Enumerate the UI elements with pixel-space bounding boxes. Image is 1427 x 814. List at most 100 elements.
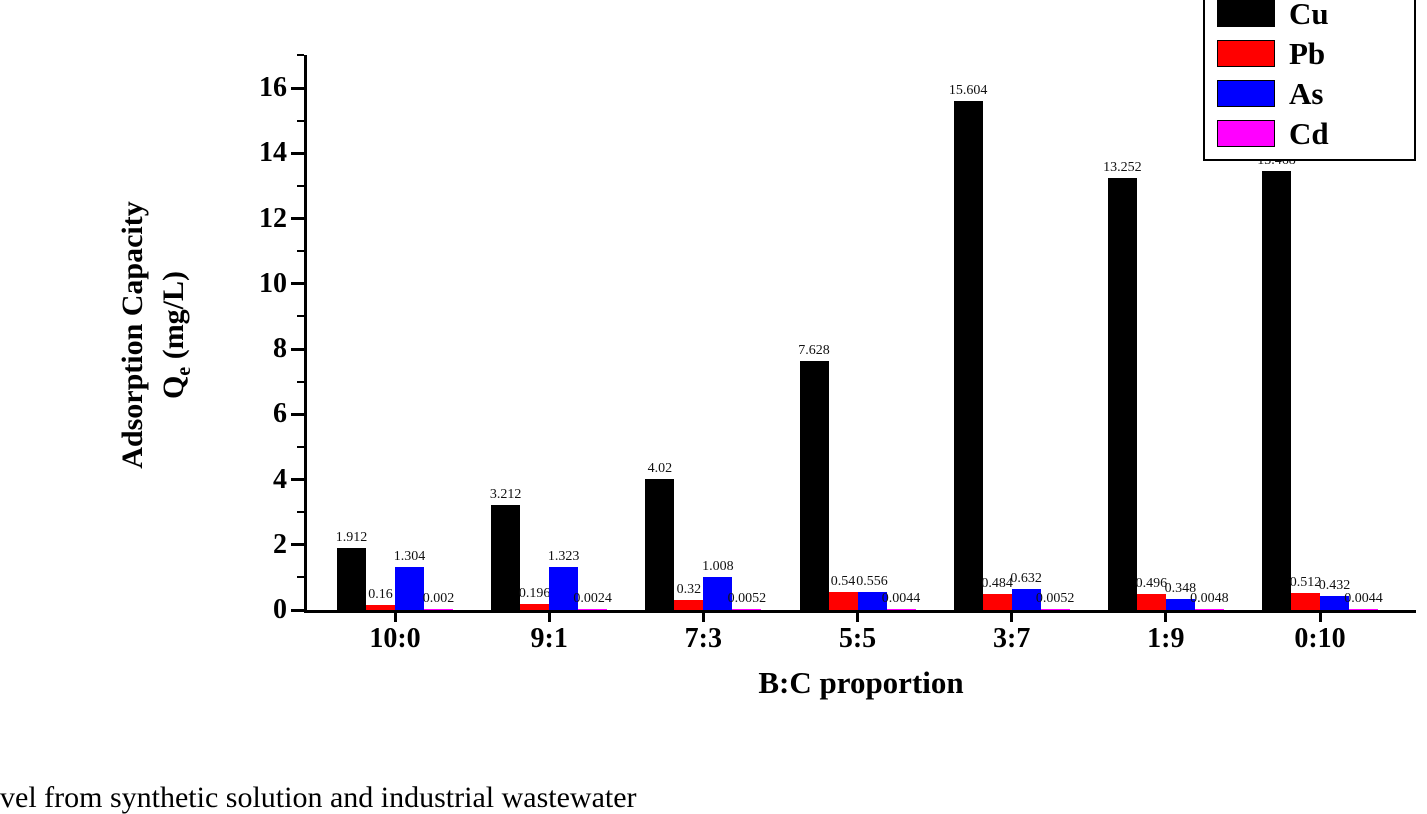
legend-item-pb: Pb (1217, 38, 1402, 69)
bar-pb-3:7 (982, 594, 1012, 610)
bar-value-label: 0.0052 (1035, 591, 1075, 606)
y-tick-major (291, 151, 304, 155)
bar-value-label: 0.632 (1010, 571, 1042, 587)
bar-as-9:1 (549, 566, 579, 610)
x-tick (547, 613, 551, 622)
cd-swatch-icon (1217, 120, 1275, 147)
as-swatch-icon (1217, 80, 1275, 107)
legend-label-as: As (1289, 76, 1324, 111)
bar-pb-1:9 (1136, 593, 1166, 610)
bar-value-label: 1.323 (547, 548, 580, 564)
bar-as-3:7 (1011, 589, 1041, 610)
x-tick-label: 10:0 (369, 623, 421, 654)
bar-value-label: 0.32 (676, 581, 702, 597)
legend-label-cu: Cu (1289, 0, 1329, 31)
bar-as-5:5 (857, 591, 887, 610)
bar-value-label: 0.556 (856, 573, 888, 589)
y-tick-major (291, 608, 304, 612)
bar-cd-9:1 (578, 609, 608, 610)
bar-pb-5:5 (828, 592, 858, 610)
legend-item-as: As (1217, 78, 1402, 109)
bar-value-label: 3.212 (489, 487, 522, 503)
bar-cu-0:10 (1262, 170, 1292, 610)
bar-value-label: 0.0052 (727, 591, 767, 606)
x-tick (856, 613, 859, 622)
bar-cu-10:0 (337, 547, 366, 610)
y-tick-major (291, 478, 304, 481)
y-axis-units: (mg/L) (156, 270, 190, 367)
pb-swatch-icon (1217, 40, 1275, 67)
bar-value-label: 15.604 (948, 82, 988, 98)
bar-cd-7:3 (732, 609, 762, 610)
y-tick-minor (297, 250, 304, 253)
y-tick-major (291, 412, 304, 416)
y-tick-major (291, 543, 304, 547)
bar-cd-1:9 (1194, 609, 1224, 610)
y-axis-title-line1: Adsorption Capacity (115, 201, 149, 469)
legend-label-cd: Cd (1289, 116, 1329, 151)
y-axis-symbol: Q (156, 375, 190, 400)
legend-item-cd: Cd (1217, 118, 1402, 149)
legend-label-pb: Pb (1289, 36, 1326, 71)
caption: vel from synthetic solution and industri… (0, 781, 637, 814)
bar-value-label: 7.628 (798, 343, 830, 359)
y-tick-label: 8 (273, 333, 287, 364)
bar-cd-5:5 (886, 609, 916, 610)
bar-pb-0:10 (1291, 593, 1321, 610)
y-tick-minor (297, 184, 304, 187)
x-axis-title: B:C proportion (758, 665, 964, 700)
x-tick-label: 7:3 (684, 623, 722, 654)
y-tick-label: 0 (273, 594, 287, 625)
y-tick-label: 12 (259, 202, 287, 234)
bar-pb-7:3 (674, 599, 704, 610)
x-tick-label: 9:1 (530, 623, 568, 654)
y-axis-symbol-subscript: e (172, 366, 195, 376)
bar-value-label: 0.196 (518, 585, 551, 601)
plot-area: 1.912 0.16 1.304 0.002 3.212 0.196 1.323 0.0024… (307, 55, 1412, 610)
bar-value-label: 0.348 (1164, 580, 1197, 596)
bar-value-label: 1.912 (335, 529, 368, 545)
bar-as-10:0 (395, 567, 424, 610)
x-tick (393, 613, 397, 622)
y-tick-major (291, 217, 304, 220)
bar-value-label: 0.16 (368, 586, 393, 602)
bar-cu-1:9 (1107, 177, 1137, 610)
x-tick (1318, 613, 1322, 622)
bar-cd-0:10 (1349, 609, 1379, 610)
bar-value-label: 1.304 (393, 549, 426, 565)
bar-cu-5:5 (799, 361, 829, 610)
bar-as-0:10 (1320, 595, 1350, 610)
x-tick-label: 5:5 (838, 623, 877, 654)
bar-cu-9:1 (491, 505, 521, 610)
bar-value-label: 0.0044 (1344, 591, 1383, 606)
x-tick-label: 3:7 (993, 623, 1031, 654)
y-axis-line (304, 55, 307, 613)
y-tick-label: 4 (273, 463, 287, 495)
y-tick-label: 2 (273, 528, 287, 560)
y-tick-label: 6 (273, 398, 287, 430)
bar-cd-10:0 (424, 609, 453, 610)
y-tick-minor (297, 576, 304, 579)
bar-pb-10:0 (366, 604, 395, 610)
bar-cu-3:7 (953, 100, 983, 610)
bar-value-label: 0.512 (1289, 575, 1322, 591)
bar-cd-3:7 (1040, 609, 1070, 610)
cu-swatch-icon (1217, 0, 1275, 27)
x-tick (701, 613, 705, 622)
bar-value-label: 0.496 (1135, 575, 1168, 591)
y-tick-minor (297, 511, 304, 514)
y-tick-minor (297, 119, 304, 122)
bar-value-label: 0.0024 (573, 591, 612, 606)
x-tick (1010, 613, 1014, 622)
y-tick-minor (297, 315, 304, 318)
bar-value-label: 13.252 (1103, 159, 1142, 175)
y-tick-label: 10 (259, 267, 287, 299)
bar-cu-7:3 (645, 478, 675, 610)
y-tick-label: 14 (259, 137, 287, 169)
bar-pb-9:1 (520, 603, 550, 610)
bar-value-label: 0.002 (422, 591, 455, 606)
y-tick-major (291, 86, 304, 90)
bar-value-label: 0.0044 (881, 591, 921, 606)
bar-value-label: 0.432 (1318, 577, 1351, 593)
